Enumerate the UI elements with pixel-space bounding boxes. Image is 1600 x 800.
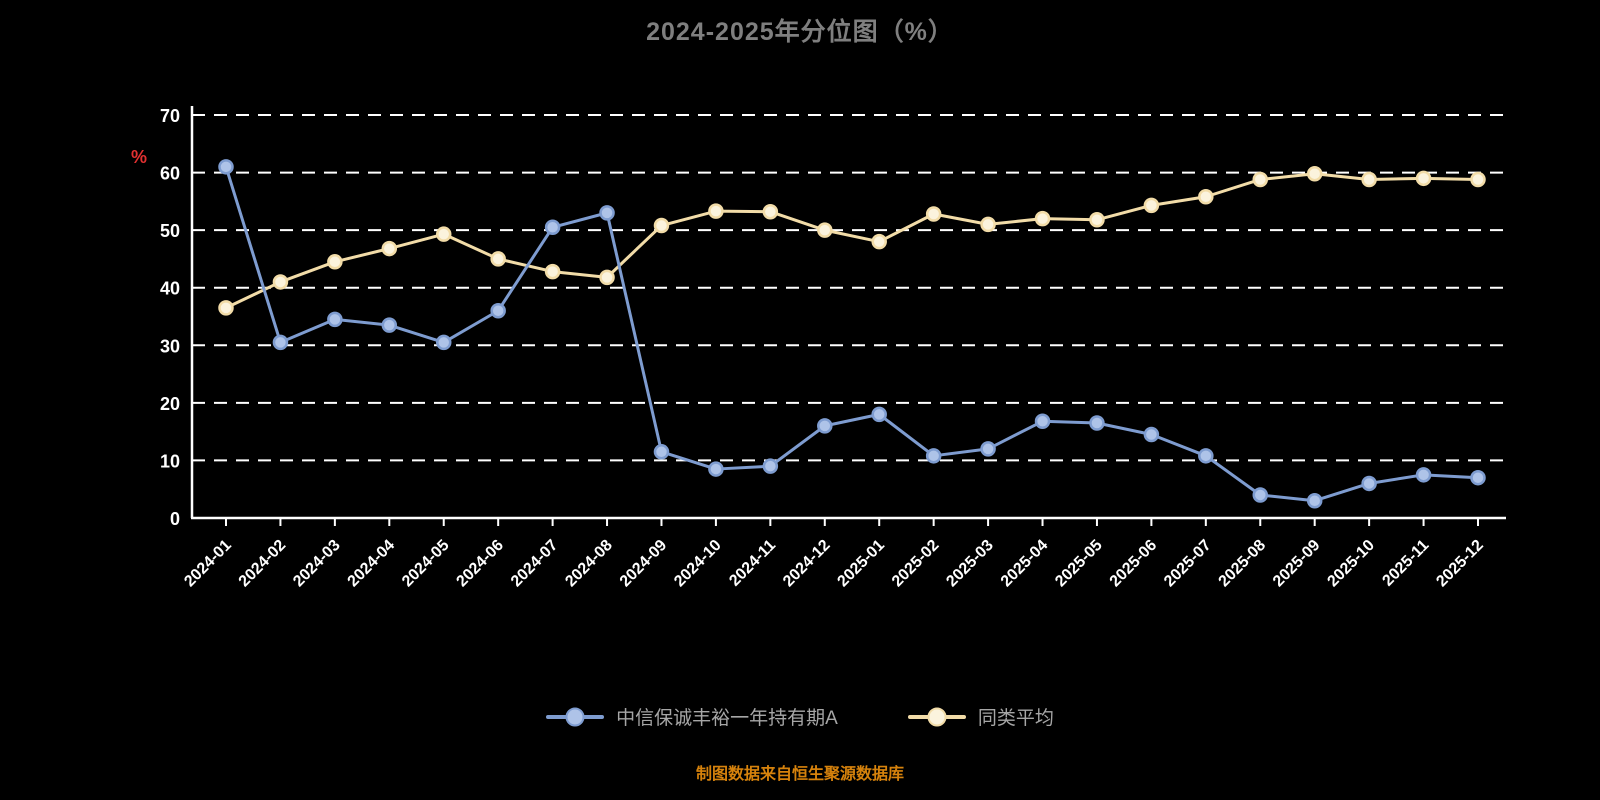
svg-text:2024-05: 2024-05 <box>399 537 453 591</box>
svg-text:2024-03: 2024-03 <box>290 537 344 591</box>
legend: 中信保诚丰裕一年持有期A 同类平均 <box>0 703 1600 730</box>
svg-text:2025-12: 2025-12 <box>1433 537 1487 591</box>
svg-text:2025-07: 2025-07 <box>1161 537 1215 591</box>
legend-item-fund: 中信保诚丰裕一年持有期A <box>546 703 838 730</box>
svg-text:20: 20 <box>160 394 180 414</box>
svg-text:0: 0 <box>170 509 180 529</box>
y-axis-unit-label: % <box>131 147 148 167</box>
svg-text:10: 10 <box>160 451 180 471</box>
svg-text:2024-09: 2024-09 <box>617 537 671 591</box>
svg-text:30: 30 <box>160 336 180 356</box>
svg-text:2025-02: 2025-02 <box>889 537 943 591</box>
svg-text:2024-11: 2024-11 <box>726 537 779 590</box>
svg-text:2024-01: 2024-01 <box>181 537 235 591</box>
chart-title: 2024-2025年分位图（%） <box>646 18 954 46</box>
svg-text:2024-12: 2024-12 <box>780 537 834 591</box>
svg-text:2025-08: 2025-08 <box>1216 537 1270 591</box>
svg-text:2025-11: 2025-11 <box>1379 537 1432 590</box>
svg-text:60: 60 <box>160 164 180 184</box>
legend-label-fund: 中信保诚丰裕一年持有期A <box>616 708 838 729</box>
svg-text:2025-03: 2025-03 <box>943 537 997 591</box>
svg-text:2024-10: 2024-10 <box>671 537 725 591</box>
svg-text:2025-10: 2025-10 <box>1324 537 1378 591</box>
svg-text:2024-07: 2024-07 <box>508 537 562 591</box>
svg-text:2025-05: 2025-05 <box>1052 537 1106 591</box>
legend-label-peer-average: 同类平均 <box>977 708 1054 729</box>
svg-text:2025-04: 2025-04 <box>998 537 1052 591</box>
svg-text:2024-08: 2024-08 <box>562 537 616 591</box>
svg-text:70: 70 <box>160 106 180 126</box>
legend-item-peer-average: 同类平均 <box>907 703 1054 730</box>
legend-marker-peer-average-icon <box>907 707 966 726</box>
data-source-note: 制图数据来自恒生聚源数据库 <box>695 766 904 783</box>
svg-text:2024-02: 2024-02 <box>236 537 290 591</box>
svg-text:50: 50 <box>160 221 180 241</box>
legend-marker-fund-icon <box>546 707 605 726</box>
svg-text:40: 40 <box>160 279 180 299</box>
svg-text:2025-06: 2025-06 <box>1107 537 1161 591</box>
svg-text:2025-09: 2025-09 <box>1270 537 1324 591</box>
svg-text:2024-04: 2024-04 <box>345 537 399 591</box>
svg-text:2024-06: 2024-06 <box>453 537 507 591</box>
svg-text:2025-01: 2025-01 <box>835 537 889 591</box>
